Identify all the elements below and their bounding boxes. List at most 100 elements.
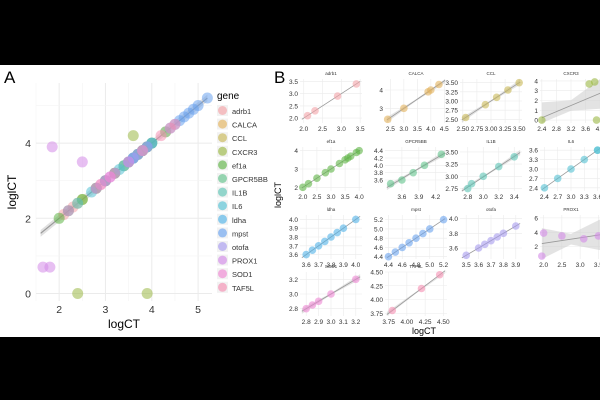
facet-point — [304, 179, 313, 188]
facet-y-tick: 4.25 — [370, 283, 383, 290]
x-tick-label: 3 — [103, 304, 109, 316]
panel-a-letter: A — [4, 68, 16, 87]
y-tick-label: 2 — [25, 213, 31, 225]
point-mpst — [192, 100, 204, 112]
facet-point — [383, 115, 392, 124]
facet-point — [412, 234, 420, 242]
facet-point — [479, 172, 488, 181]
legend-key-CXCR3 — [218, 146, 227, 156]
facet-point — [327, 290, 335, 298]
facet-y-tick: 3.0 — [289, 292, 298, 299]
facet-IL1B: IL1B 2.8 3.0 3.2 3.4 2.75 3.00 3.25 3.50 — [445, 139, 522, 201]
facet-point — [352, 80, 361, 88]
facet-y-tick: 3.50 — [445, 80, 458, 87]
facet-title: CCL — [486, 71, 495, 76]
facet-point — [493, 233, 502, 241]
facet-y-tick: 3.2 — [289, 277, 298, 284]
facet-y-tick: 4.2 — [374, 156, 383, 163]
facet-point — [321, 168, 330, 177]
facet-y-tick: 2.0 — [289, 116, 298, 123]
legend-label: PROX1 — [232, 257, 257, 266]
facet-point — [405, 238, 413, 247]
facet-point — [593, 146, 600, 154]
facet-x-tick: 3.3 — [580, 194, 589, 201]
facet-fit-line — [386, 79, 446, 121]
legend-label: GPCR5BB — [232, 175, 268, 184]
facet-x-tick: 4.0 — [426, 126, 435, 133]
facet-y-tick: 0 — [534, 118, 538, 125]
point-PROX1 — [76, 156, 88, 168]
facet-point — [398, 176, 406, 184]
facet-x-tick: 3.7 — [486, 262, 495, 269]
legend-key-CALCA — [218, 119, 227, 129]
facet-mpst: mpst 4.4 4.6 4.8 5.0 5.2 4.4 4.6 4.8 5.0 5.2 — [374, 207, 448, 269]
facet-x-tick: 4.25 — [419, 319, 432, 326]
facet-point — [308, 246, 317, 254]
facet-y-tick: 2 — [534, 98, 538, 105]
facet-point — [409, 168, 417, 177]
facet-point — [553, 174, 562, 183]
facet-y-tick: 4.0 — [449, 216, 458, 223]
facet-x-tick: 2.75 — [471, 126, 484, 133]
point-PROX1 — [62, 205, 74, 217]
facet-point — [492, 93, 501, 102]
facet-x-tick: 4.50 — [437, 319, 450, 326]
point-TAF5L — [155, 130, 167, 142]
x-axis-label: logCT — [108, 317, 141, 331]
facet-y-tick: 3 — [534, 88, 538, 95]
facet-y-tick: 3.7 — [289, 243, 298, 250]
facet-point — [567, 165, 575, 173]
facet-y-tick: 6 — [534, 215, 538, 222]
facet-y-tick: 4.4 — [374, 148, 383, 155]
facet-point — [391, 248, 400, 256]
facets-x-axis-label: logCT — [412, 326, 437, 336]
facet-y-tick: 3.75 — [370, 311, 383, 318]
point-PROX1 — [44, 261, 56, 273]
facet-x-tick: 4.0 — [596, 126, 600, 133]
facet-x-tick: 3.1 — [339, 319, 348, 326]
facet-x-tick: 3.2 — [566, 126, 575, 133]
panel-a-chart: 2 3 4 5 0 2 4 logCT loglCT gene adrb1 CALCA CCL CXCR3… — [5, 83, 268, 331]
facet-x-tick: 2.0 — [298, 194, 307, 201]
facet-y-tick: 3.6 — [289, 252, 298, 259]
facet-y-tick: 2.75 — [445, 186, 458, 193]
facet-x-tick: 2.0 — [299, 126, 308, 133]
facet-point — [302, 250, 311, 259]
facet-x-tick: 4.4 — [384, 262, 393, 269]
facet-fit-line — [541, 234, 600, 244]
facet-point — [339, 224, 348, 232]
facet-y-tick: 3.25 — [445, 89, 458, 96]
y-tick-label: 4 — [25, 138, 31, 150]
facet-x-tick: 2.5 — [318, 126, 327, 133]
legend-key-GPCR5BB — [218, 174, 227, 183]
legend-key-ldha — [218, 214, 227, 224]
facet-x-tick: 3.5 — [462, 262, 471, 269]
legend-label: SOD1 — [232, 270, 252, 279]
point-CXCR3 — [127, 130, 139, 142]
facet-title: IL1B — [486, 139, 495, 144]
facet-y-tick: 3.00 — [445, 99, 458, 106]
facet-x-tick: 3.9 — [511, 262, 520, 269]
facet-point — [425, 225, 434, 233]
facet-y-tick: 4 — [534, 230, 538, 237]
facet-title: mpst — [411, 207, 422, 212]
point-TAF5L — [137, 145, 149, 157]
legend-label: otofa — [232, 243, 250, 252]
facet-point — [558, 232, 566, 240]
facet-title: PROX1 — [563, 207, 579, 212]
x-tick-label: 2 — [56, 304, 62, 316]
point-PROX1 — [123, 156, 135, 168]
facet-y-tick: 4.0 — [374, 163, 383, 170]
facet-x-tick: 3.6 — [581, 126, 590, 133]
facet-y-tick: 4 — [294, 148, 298, 155]
facet-title: CXCR3 — [563, 71, 579, 76]
legend-label: ldha — [232, 216, 247, 225]
facet-x-tick: 3.0 — [399, 126, 408, 133]
facet-point — [355, 146, 363, 155]
facet-point — [333, 92, 342, 100]
facets-y-axis-label: loglCT — [273, 181, 283, 208]
facet-x-tick: 3.7 — [314, 262, 323, 269]
y-axis-label: loglCT — [5, 174, 19, 209]
